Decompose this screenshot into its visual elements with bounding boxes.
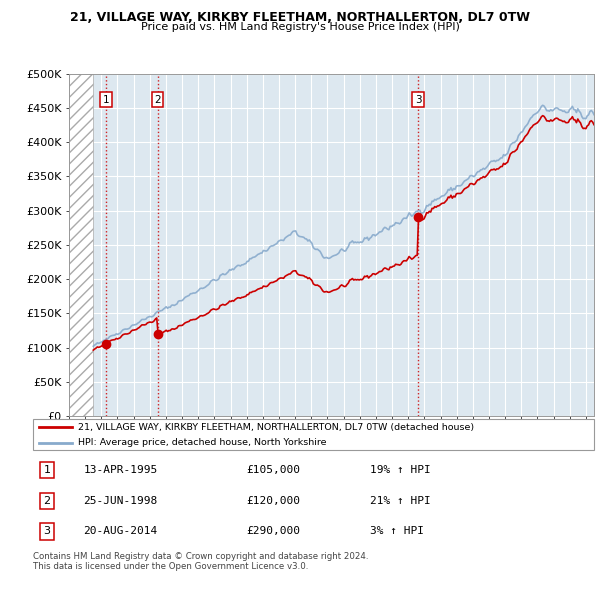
Text: £290,000: £290,000 bbox=[246, 526, 300, 536]
Text: 2: 2 bbox=[43, 496, 50, 506]
Text: 21, VILLAGE WAY, KIRKBY FLEETHAM, NORTHALLERTON, DL7 0TW (detached house): 21, VILLAGE WAY, KIRKBY FLEETHAM, NORTHA… bbox=[78, 422, 474, 432]
Text: 25-JUN-1998: 25-JUN-1998 bbox=[83, 496, 158, 506]
Text: 3: 3 bbox=[415, 95, 422, 105]
Text: 3: 3 bbox=[44, 526, 50, 536]
Text: HPI: Average price, detached house, North Yorkshire: HPI: Average price, detached house, Nort… bbox=[78, 438, 326, 447]
FancyBboxPatch shape bbox=[33, 419, 594, 450]
Text: 19% ↑ HPI: 19% ↑ HPI bbox=[370, 465, 430, 475]
Text: 3% ↑ HPI: 3% ↑ HPI bbox=[370, 526, 424, 536]
Text: £105,000: £105,000 bbox=[246, 465, 300, 475]
Text: Price paid vs. HM Land Registry's House Price Index (HPI): Price paid vs. HM Land Registry's House … bbox=[140, 22, 460, 32]
Text: 1: 1 bbox=[44, 465, 50, 475]
Text: 20-AUG-2014: 20-AUG-2014 bbox=[83, 526, 158, 536]
Text: Contains HM Land Registry data © Crown copyright and database right 2024.
This d: Contains HM Land Registry data © Crown c… bbox=[33, 552, 368, 571]
Text: £120,000: £120,000 bbox=[246, 496, 300, 506]
Text: 1: 1 bbox=[103, 95, 109, 105]
Text: 2: 2 bbox=[154, 95, 161, 105]
Text: 21, VILLAGE WAY, KIRKBY FLEETHAM, NORTHALLERTON, DL7 0TW: 21, VILLAGE WAY, KIRKBY FLEETHAM, NORTHA… bbox=[70, 11, 530, 24]
Text: 21% ↑ HPI: 21% ↑ HPI bbox=[370, 496, 430, 506]
Text: 13-APR-1995: 13-APR-1995 bbox=[83, 465, 158, 475]
